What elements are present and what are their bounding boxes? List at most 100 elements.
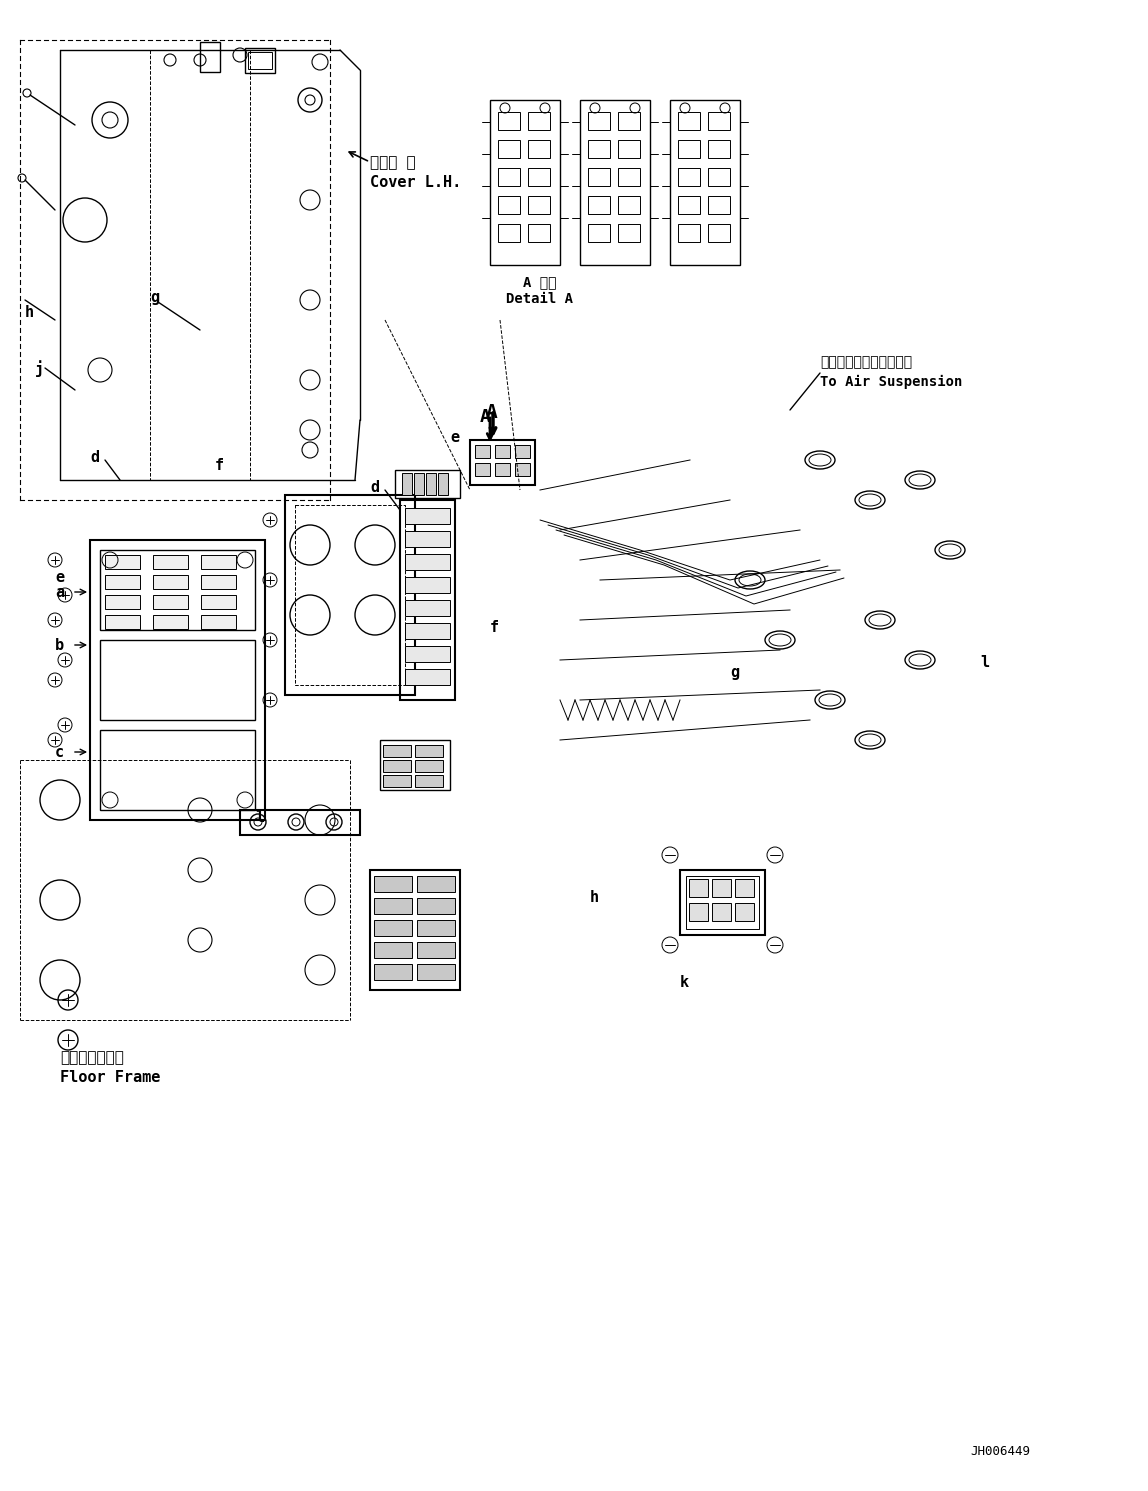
Bar <box>374 877 412 892</box>
Bar <box>689 880 708 898</box>
Text: j: j <box>34 359 44 377</box>
Text: g: g <box>730 665 739 680</box>
Text: JH006449: JH006449 <box>970 1445 1030 1458</box>
Bar <box>515 444 530 458</box>
Bar <box>712 904 731 921</box>
Bar <box>395 470 460 498</box>
Text: l: l <box>980 655 990 669</box>
Bar <box>470 440 535 485</box>
Bar <box>588 140 610 158</box>
Bar <box>100 640 255 720</box>
Bar <box>248 52 272 69</box>
Bar <box>588 224 610 242</box>
Bar <box>201 576 236 589</box>
Bar <box>201 614 236 629</box>
Bar <box>498 195 520 215</box>
Bar <box>374 942 412 959</box>
Bar <box>383 775 411 787</box>
Bar <box>678 112 700 130</box>
Bar <box>405 577 450 593</box>
Bar <box>678 168 700 186</box>
Bar <box>153 595 188 608</box>
Bar <box>708 224 730 242</box>
Bar <box>400 499 455 699</box>
Text: A: A <box>486 403 498 422</box>
Bar <box>495 464 510 476</box>
Text: エアーサスペンションへ: エアーサスペンションへ <box>820 355 913 368</box>
Bar <box>528 112 550 130</box>
Bar <box>104 576 140 589</box>
Bar <box>417 898 455 914</box>
Bar <box>153 614 188 629</box>
Bar <box>201 595 236 608</box>
Bar <box>104 595 140 608</box>
Text: To Air Suspension: To Air Suspension <box>820 376 962 389</box>
Text: f: f <box>215 458 224 473</box>
Bar <box>670 100 740 265</box>
Bar <box>588 195 610 215</box>
Bar <box>678 140 700 158</box>
Bar <box>712 880 731 898</box>
Bar <box>153 555 188 570</box>
Bar <box>240 810 360 835</box>
Text: Detail A: Detail A <box>506 292 574 306</box>
Bar <box>498 140 520 158</box>
Bar <box>528 224 550 242</box>
Bar <box>402 473 412 495</box>
Bar <box>498 112 520 130</box>
Text: フロアフレーム: フロアフレーム <box>60 1050 124 1065</box>
Bar <box>708 112 730 130</box>
Bar <box>618 224 639 242</box>
Bar <box>680 871 765 935</box>
Text: Floor Frame: Floor Frame <box>60 1071 161 1085</box>
Bar <box>417 920 455 936</box>
Bar <box>708 140 730 158</box>
Bar <box>588 112 610 130</box>
Bar <box>414 746 443 757</box>
Bar <box>374 898 412 914</box>
Bar <box>405 555 450 570</box>
Text: b: b <box>55 638 64 653</box>
Bar <box>588 168 610 186</box>
Text: e: e <box>450 429 459 444</box>
Bar <box>414 775 443 787</box>
Text: d: d <box>370 480 379 495</box>
Bar <box>678 195 700 215</box>
Text: A 詳細: A 詳細 <box>523 274 557 289</box>
Bar <box>678 224 700 242</box>
Bar <box>201 555 236 570</box>
Bar <box>374 920 412 936</box>
Bar <box>735 880 754 898</box>
Bar <box>618 140 639 158</box>
Bar <box>618 195 639 215</box>
Text: A: A <box>480 409 490 426</box>
Text: h: h <box>25 306 34 321</box>
Bar <box>100 550 255 631</box>
Bar <box>200 42 220 72</box>
Bar <box>370 871 460 990</box>
Text: f: f <box>490 620 499 635</box>
Bar <box>708 195 730 215</box>
Text: カバー 左: カバー 左 <box>370 155 416 170</box>
Bar <box>689 904 708 921</box>
Bar <box>405 623 450 640</box>
Bar <box>417 942 455 959</box>
Bar <box>495 444 510 458</box>
Bar <box>490 100 560 265</box>
Bar <box>618 168 639 186</box>
Bar <box>153 576 188 589</box>
Bar <box>580 100 650 265</box>
Bar <box>439 473 448 495</box>
Bar <box>528 140 550 158</box>
Bar <box>380 740 450 790</box>
Bar <box>475 444 490 458</box>
Text: l: l <box>255 810 264 825</box>
Text: Cover L.H.: Cover L.H. <box>370 174 461 189</box>
Bar <box>528 168 550 186</box>
Bar <box>528 195 550 215</box>
Bar <box>90 540 265 820</box>
Bar <box>618 112 639 130</box>
Bar <box>104 614 140 629</box>
Bar <box>374 965 412 980</box>
Bar <box>100 731 255 810</box>
